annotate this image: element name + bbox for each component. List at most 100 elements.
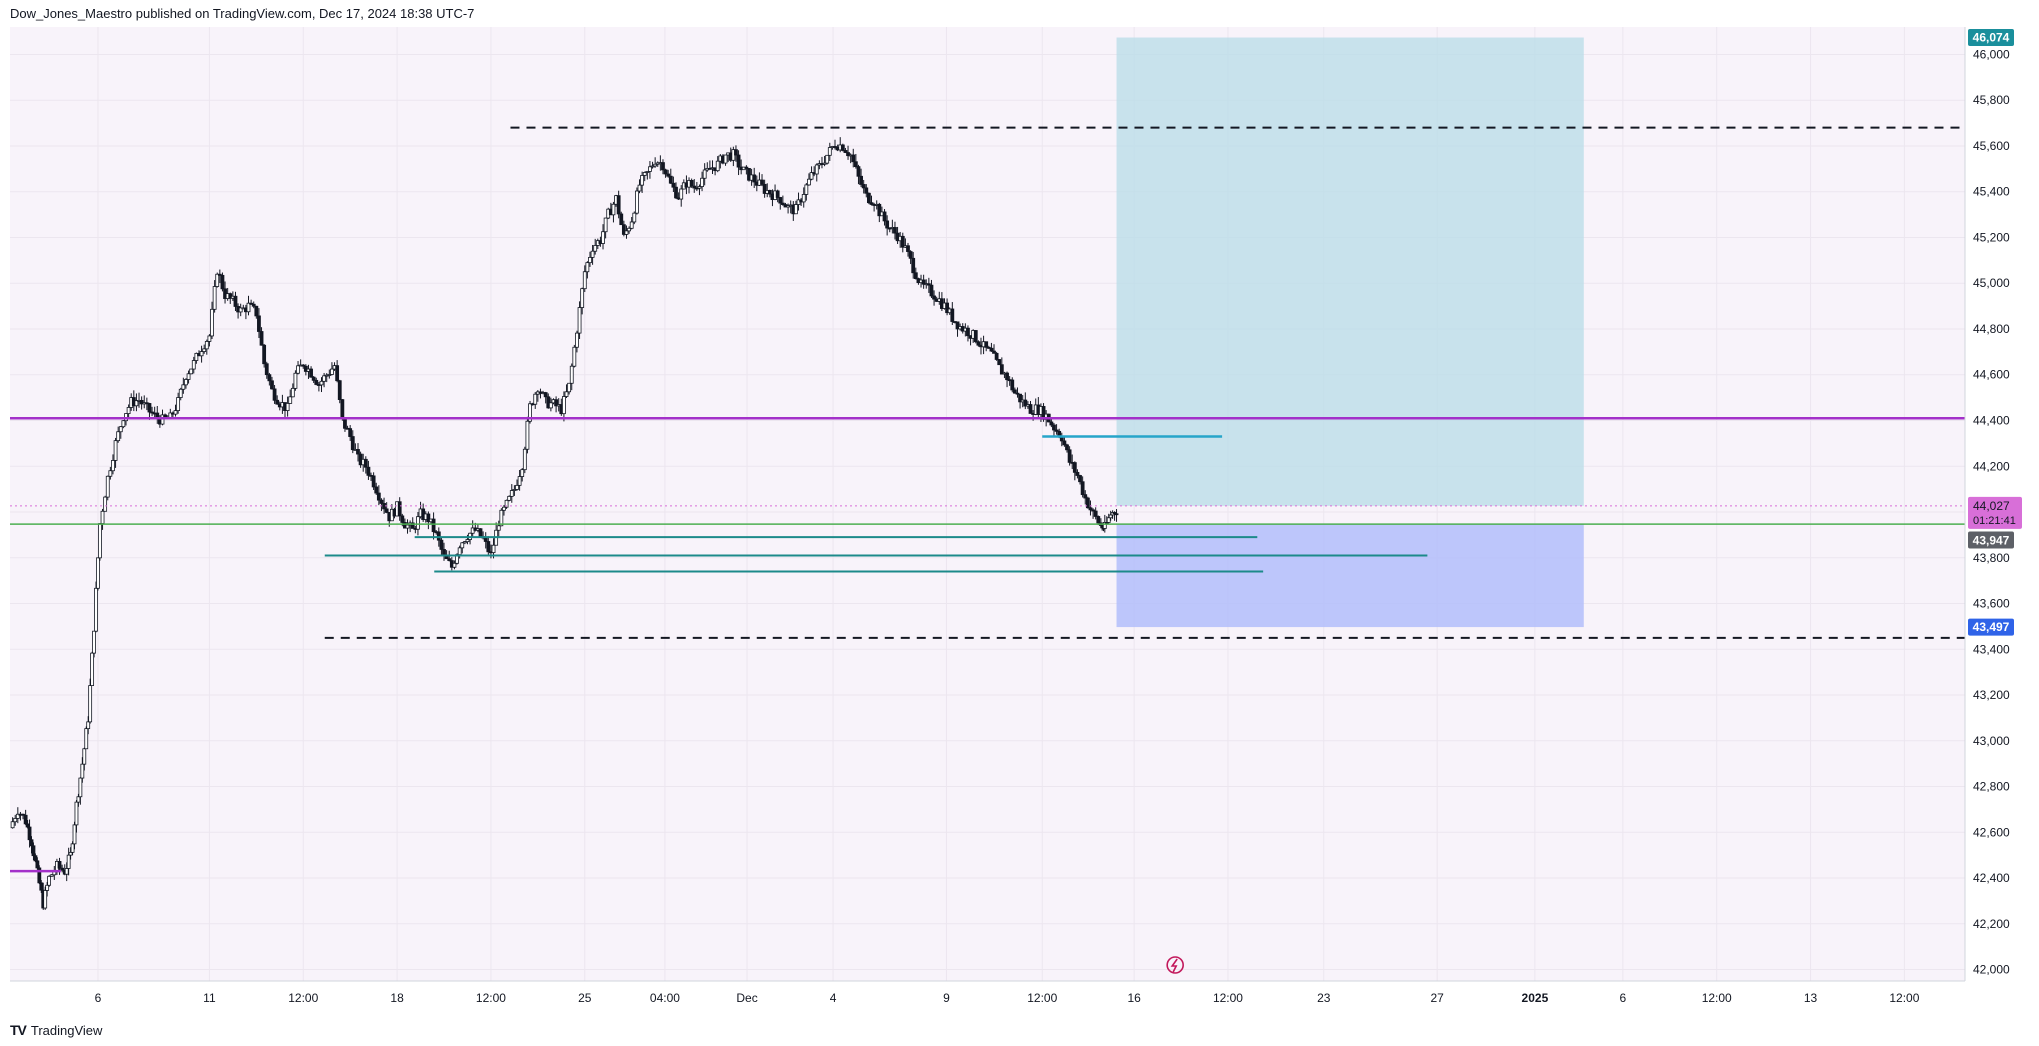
candle-body [572, 346, 577, 367]
current-price-tag: 44,027 [1973, 499, 2010, 513]
candle-body [496, 525, 501, 531]
candle-body [775, 190, 780, 198]
price-tick-label: 44,000 [1973, 505, 2010, 519]
price-tick-label: 44,800 [1973, 322, 2010, 336]
candle-body [100, 510, 105, 524]
candle-body [442, 549, 446, 556]
candle-body [921, 279, 926, 285]
candle-body [366, 466, 371, 476]
candle-body [645, 171, 650, 173]
candle-body [194, 352, 199, 361]
candle-body [966, 327, 970, 337]
price-tick-label: 42,600 [1973, 825, 2010, 839]
candle-body [296, 365, 300, 374]
candle-body [309, 368, 313, 378]
candle-body [462, 541, 467, 544]
candle-body [1010, 379, 1015, 391]
price-tick-label: 45,600 [1973, 139, 2010, 153]
target-zone[interactable] [1116, 37, 1584, 506]
candle-body [363, 458, 368, 468]
time-tick-label: 12:00 [476, 991, 506, 1005]
candle-body [517, 476, 522, 486]
price-tick-label: 43,000 [1973, 734, 2010, 748]
candle-body [794, 204, 798, 215]
candle-body [882, 211, 887, 222]
candle-body [668, 175, 673, 184]
candle-body [700, 177, 704, 187]
candle-body [627, 227, 631, 232]
candle-body [807, 178, 811, 186]
candle-body [452, 562, 457, 568]
candle-body [288, 396, 293, 404]
candle-body [877, 203, 882, 217]
candle-body [908, 251, 913, 259]
candle-body [483, 537, 488, 542]
candle-body [60, 867, 65, 871]
chart-area[interactable] [10, 27, 1965, 981]
candle-body [259, 331, 264, 346]
candle-body [202, 348, 207, 352]
candle-body [1091, 509, 1095, 512]
candle-body [290, 387, 295, 398]
time-tick-label: Dec [736, 991, 757, 1005]
candle-body [238, 307, 243, 313]
candle-body [23, 814, 28, 825]
time-tick-label: 18 [390, 991, 404, 1005]
candle-body [650, 165, 655, 168]
candle-body [569, 365, 574, 384]
candle-body [1085, 497, 1090, 509]
candle-body [635, 190, 639, 214]
candle-body [648, 166, 652, 172]
candle-body [1078, 475, 1082, 483]
candle-body [869, 202, 874, 205]
candle-body [734, 149, 738, 156]
candle-body [893, 227, 897, 234]
publish-header: Dow_Jones_Maestro published on TradingVi… [10, 6, 475, 21]
candle-body [267, 374, 272, 382]
candle-body [335, 365, 340, 382]
candle-body [439, 539, 444, 550]
candle-body [311, 376, 316, 381]
stop-zone[interactable] [1116, 524, 1584, 628]
candle-body [191, 360, 196, 370]
candle-body [275, 399, 280, 405]
candle-body [989, 347, 994, 352]
candle-body [90, 652, 95, 686]
price-tick-label: 42,200 [1973, 917, 2010, 931]
candle-body [319, 380, 324, 386]
stop-price-tag: 43,497 [1973, 620, 2010, 634]
candle-body [371, 475, 376, 488]
candle-body [249, 302, 254, 305]
candle-body [778, 197, 783, 204]
candle-body [150, 411, 154, 414]
candle-body [39, 882, 44, 891]
candle-body [1023, 399, 1028, 407]
candle-body [139, 399, 144, 405]
candle-body [233, 295, 238, 307]
candle-body [637, 184, 642, 192]
price-tick-label: 43,200 [1973, 688, 2010, 702]
tradingview-logo: TV TradingView [10, 1022, 102, 1038]
lightning-circle [1166, 956, 1184, 974]
price-tick-label: 45,400 [1973, 185, 2010, 199]
price-tick-label: 42,800 [1973, 780, 2010, 794]
lightning-icon[interactable] [1166, 956, 1184, 974]
price-tick-label: 43,800 [1973, 551, 2010, 565]
candle-body [113, 440, 118, 461]
candle-body [767, 190, 772, 195]
candle-body [1088, 507, 1093, 511]
candle-body [692, 185, 697, 189]
candle-body [262, 344, 267, 365]
candle-body [25, 823, 30, 828]
candle-body [853, 161, 858, 168]
candle-body [1067, 449, 1072, 463]
candle-body [356, 449, 360, 455]
candle-body [913, 272, 918, 280]
candle-body [74, 801, 79, 826]
candle-body [66, 854, 71, 869]
candle-body [1015, 392, 1020, 395]
candle-body [929, 284, 934, 297]
candle-body [522, 448, 527, 471]
price-chart[interactable] [10, 27, 1965, 981]
candle-body [460, 542, 465, 549]
